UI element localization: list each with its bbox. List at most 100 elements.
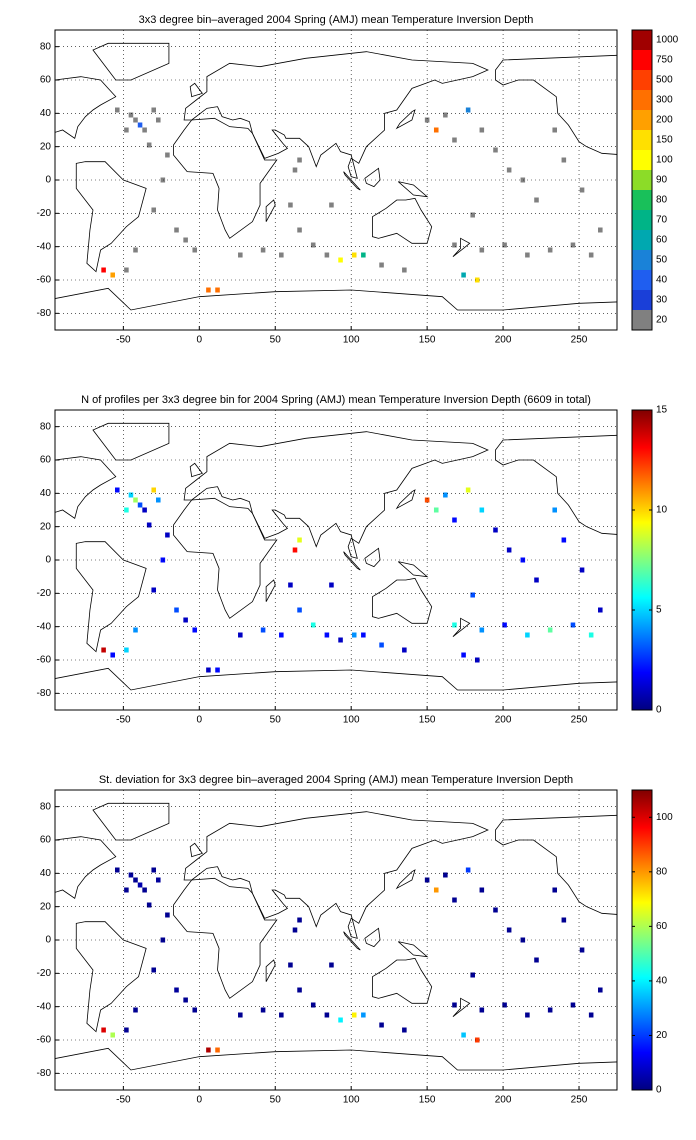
- data-cell: [297, 537, 302, 543]
- data-cell: [133, 497, 138, 503]
- colorbar-bin: [632, 130, 652, 150]
- map-area: [55, 802, 617, 1090]
- data-cell: [279, 632, 284, 638]
- data-cell: [493, 527, 498, 533]
- colorbar-tick-label: 0: [656, 705, 662, 716]
- y-tick-label: 80: [40, 801, 52, 812]
- data-cell: [561, 537, 567, 543]
- axes-frame: [54, 789, 618, 1091]
- data-cell: [156, 877, 161, 883]
- data-cell: [351, 632, 357, 638]
- data-cell: [470, 212, 475, 218]
- data-cell: [128, 492, 134, 498]
- x-tick-label: 200: [495, 335, 512, 346]
- data-cell: [465, 107, 471, 113]
- data-cell: [183, 617, 188, 623]
- data-cell: [165, 532, 170, 538]
- colorbar-bin: [632, 90, 652, 110]
- axes-frame: [54, 409, 618, 711]
- data-cell: [402, 1027, 407, 1033]
- data-cell: [292, 167, 298, 173]
- data-cell: [324, 252, 330, 258]
- data-cell: [206, 287, 211, 293]
- data-cell: [452, 897, 457, 903]
- coastline: [55, 422, 617, 710]
- data-cell: [479, 887, 485, 893]
- data-cell: [433, 507, 439, 513]
- data-cell: [146, 142, 152, 148]
- colorbar-tick-label: 90: [656, 175, 668, 186]
- data-cell: [151, 867, 157, 873]
- data-cell: [452, 517, 457, 523]
- data-cell: [297, 987, 302, 993]
- data-cell: [206, 667, 211, 673]
- data-cell: [452, 1002, 457, 1008]
- data-cell: [479, 247, 485, 253]
- data-cell: [452, 622, 457, 628]
- data-cell: [297, 157, 302, 163]
- data-cell: [424, 497, 430, 503]
- colorbar-tick-label: 150: [656, 135, 673, 146]
- data-cell: [402, 267, 407, 273]
- colorbar-bin: [632, 110, 652, 130]
- data-cell: [101, 267, 106, 273]
- y-tick-label: -20: [37, 208, 52, 219]
- data-cell: [160, 557, 166, 563]
- data-cell: [192, 1007, 198, 1013]
- data-cell: [297, 607, 302, 613]
- colorbar-tick-label: 300: [656, 95, 673, 106]
- y-tick-label: -40: [37, 241, 52, 252]
- data-cell: [525, 1012, 530, 1018]
- data-cell: [142, 887, 147, 893]
- chart-title: 3x3 degree bin–averaged 2004 Spring (AMJ…: [139, 14, 534, 26]
- data-cell: [520, 177, 526, 183]
- data-cell: [310, 622, 316, 628]
- data-cell: [238, 1012, 243, 1018]
- x-tick-label: 150: [419, 1095, 436, 1106]
- y-tick-label: 20: [40, 521, 52, 532]
- colorbar-bin: [632, 270, 652, 290]
- y-tick-label: -80: [37, 688, 52, 699]
- data-cell: [279, 252, 284, 258]
- data-cell: [238, 632, 243, 638]
- data-cell: [151, 207, 157, 213]
- data-cell: [133, 877, 138, 883]
- colorbar-bin: [632, 290, 652, 310]
- data-cell: [133, 247, 138, 253]
- data-cell: [174, 607, 179, 613]
- x-tick-label: 0: [197, 335, 203, 346]
- y-tick-label: 0: [45, 175, 51, 186]
- y-tick-label: 40: [40, 868, 52, 879]
- coastline: [55, 42, 617, 330]
- data-cell: [324, 1012, 330, 1018]
- data-cell: [151, 587, 157, 593]
- colorbar: [632, 790, 652, 1090]
- data-cell: [124, 647, 129, 653]
- data-cell: [443, 112, 448, 118]
- y-tick-label: -60: [37, 1035, 52, 1046]
- data-cell: [238, 252, 243, 258]
- data-cell: [502, 1002, 507, 1008]
- data-cell: [588, 1012, 594, 1018]
- chart-title: St. deviation for 3x3 degree bin–average…: [99, 774, 573, 786]
- colorbar-frame: [631, 409, 653, 711]
- data-cell: [424, 117, 430, 123]
- data-cell: [137, 502, 143, 508]
- data-cell: [534, 577, 539, 583]
- data-cell: [124, 127, 129, 133]
- data-cell: [588, 632, 594, 638]
- colorbar-tick-label: 750: [656, 55, 673, 66]
- data-cell: [552, 127, 558, 133]
- data-cell: [520, 937, 526, 943]
- data-cell: [579, 947, 585, 953]
- x-tick-label: -50: [116, 1095, 131, 1106]
- data-cell: [579, 187, 585, 193]
- data-cell: [124, 887, 129, 893]
- data-cell: [151, 967, 157, 973]
- data-cell: [146, 522, 152, 528]
- colorbar-bin: [632, 30, 652, 50]
- data-cell: [260, 627, 266, 633]
- data-cell: [547, 627, 553, 633]
- data-cell: [133, 1007, 138, 1013]
